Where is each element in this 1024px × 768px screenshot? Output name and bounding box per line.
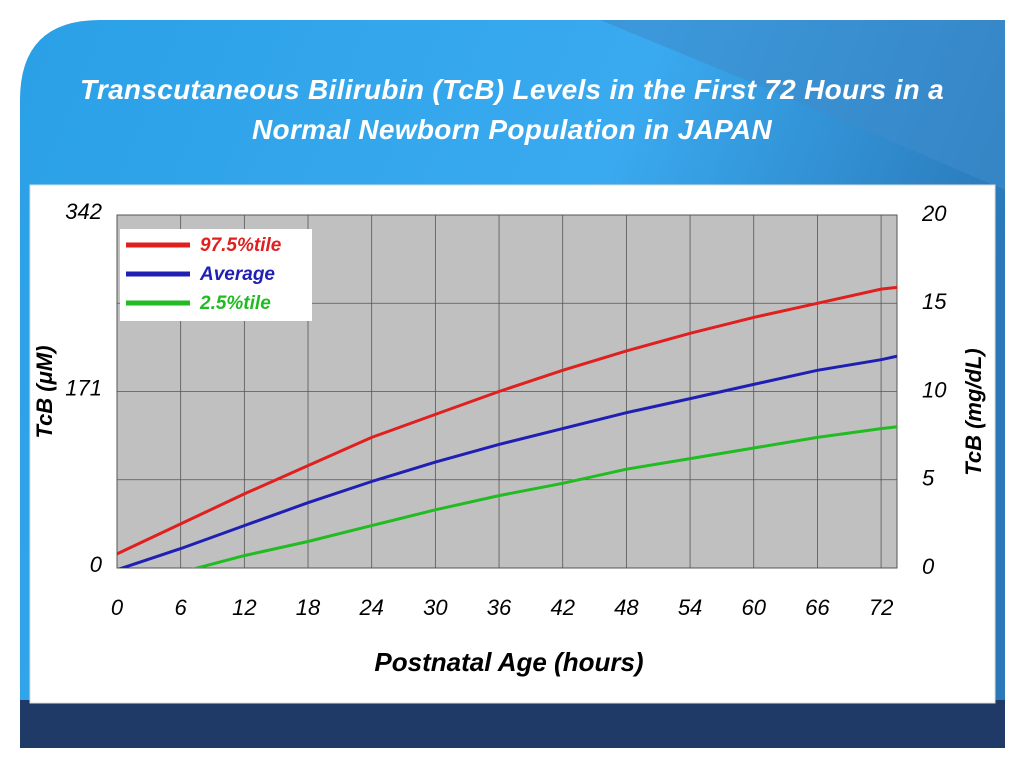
y2-tick-label: 5	[922, 466, 935, 491]
legend-label: 97.5%tile	[200, 235, 282, 256]
x-tick-label: 54	[678, 595, 702, 620]
series-line	[117, 354, 897, 568]
swoosh	[600, 20, 1005, 190]
x-axis-label: Postnatal Age (hours)	[374, 647, 643, 677]
y2-axis-label: TcB (mg/dL)	[961, 348, 986, 476]
series-line	[117, 285, 897, 556]
legend-label: Average	[199, 264, 275, 285]
legend-label: 2.5%tile	[199, 293, 271, 314]
grid	[116, 214, 897, 569]
labels: 0 6 12 18 24 30 36 42 48 54 60 66 72 0 171 342 0 5 10 15 20 9…	[65, 199, 947, 620]
y2-tick-label: 10	[922, 377, 947, 402]
x-tick-label: 0	[111, 595, 124, 620]
x-tick-label: 30	[423, 595, 448, 620]
x-tick-label: 60	[741, 595, 766, 620]
footer-band	[20, 700, 1005, 748]
y-tick-label: 0	[90, 552, 103, 577]
x-tick-label: 36	[487, 595, 512, 620]
y-tick-label: 171	[65, 375, 102, 400]
series-line	[191, 425, 897, 568]
x-tick-label: 66	[805, 595, 830, 620]
x-tick-label: 6	[175, 595, 188, 620]
x-tick-label: 12	[232, 595, 256, 620]
y-axis-label: TcB (μM)	[32, 345, 57, 438]
x-tick-label: 24	[358, 595, 383, 620]
y2-tick-label: 0	[922, 554, 935, 579]
x-tick-label: 48	[614, 595, 639, 620]
x-tick-label: 42	[550, 595, 574, 620]
x-tick-label: 72	[869, 595, 893, 620]
y2-tick-label: 15	[922, 289, 947, 314]
lines	[117, 285, 897, 568]
y2-tick-label: 20	[921, 201, 947, 226]
chart-title: Transcutaneous Bilirubin (TcB) Levels in…	[79, 74, 945, 145]
x-tick-label: 18	[296, 595, 321, 620]
y-tick-label: 342	[65, 199, 102, 224]
